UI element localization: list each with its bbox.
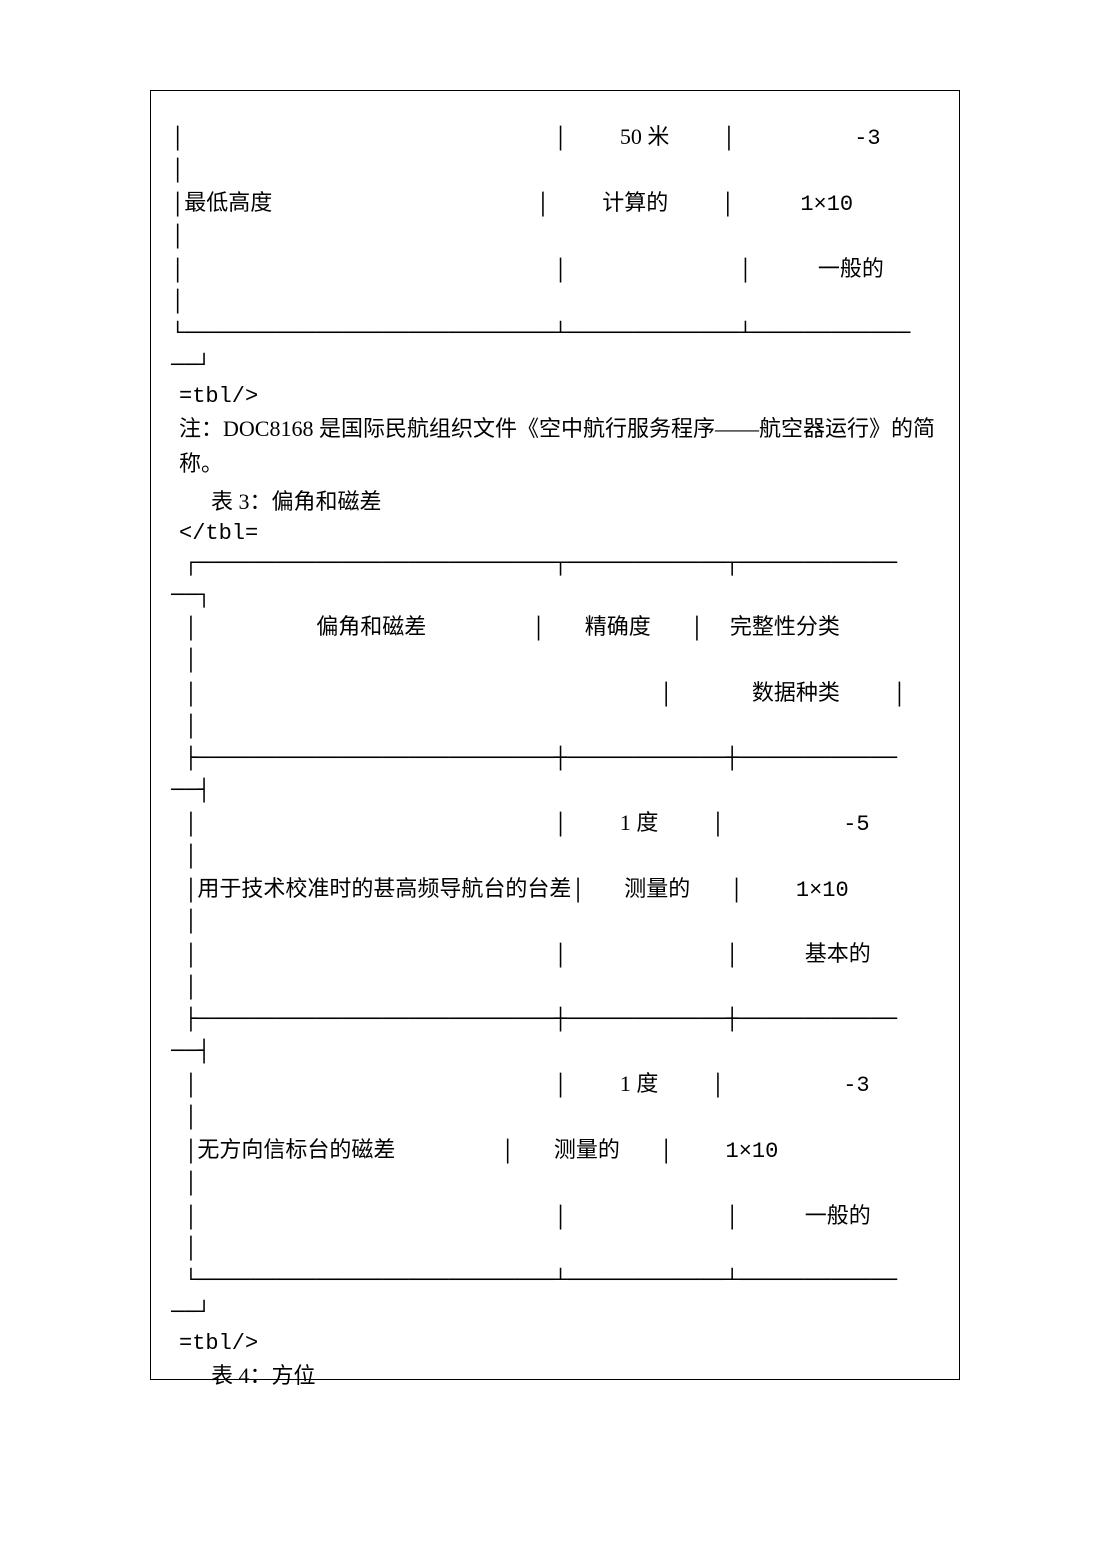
t3-h2: 精确度 — [585, 614, 651, 639]
t3-r0-c3t: -5 — [843, 812, 869, 837]
table3-caption: 表 3：偏角和磁差 — [211, 484, 939, 519]
table1-note: 注：DOC8168 是国际民航组织文件《空中航行服务程序——航空器运行》的简称。 — [179, 411, 939, 481]
t3-hsub: 数据种类 — [752, 680, 840, 705]
t3-r1-c3b: 一般的 — [805, 1203, 871, 1228]
t3-r1-label: 无方向信标台的磁差 — [197, 1137, 395, 1162]
table1-row: │ │ 50 米 │ -3 │ │最低高度 │ 计算的 │ 1×10 │ │ │… — [171, 121, 939, 382]
t1-c3-mid: 1×10 — [800, 192, 853, 217]
t3-r0-label: 用于技术校准时的甚高频导航台的台差 — [197, 876, 571, 901]
content-frame: │ │ 50 米 │ -3 │ │最低高度 │ 计算的 │ 1×10 │ │ │… — [150, 90, 960, 1380]
page: │ │ 50 米 │ -3 │ │最低高度 │ 计算的 │ 1×10 │ │ │… — [0, 0, 1102, 1559]
table3-open-tag: </tbl= — [179, 521, 939, 546]
t3-r1-c3t: -3 — [843, 1073, 869, 1098]
t1-label: 最低高度 — [184, 190, 272, 215]
t3-r0-c2m: 测量的 — [624, 876, 690, 901]
t1-c2-mid: 计算的 — [602, 190, 668, 215]
t1-c3-top: -3 — [854, 126, 880, 151]
t1-c3-bot: 一般的 — [818, 256, 884, 281]
t3-h1: 偏角和磁差 — [316, 614, 426, 639]
t3-h3: 完整性分类 — [730, 614, 840, 639]
t3-r1-c3m: 1×10 — [726, 1139, 779, 1164]
table3-header: ┌───────────────────────────┬───────────… — [171, 548, 939, 1329]
t3-r1-c2m: 测量的 — [554, 1137, 620, 1162]
t3-r0-c3m: 1×10 — [796, 878, 849, 903]
t3-r0-c3b: 基本的 — [805, 941, 871, 966]
t3-r1-c2t: 1 度 — [620, 1071, 659, 1096]
table1-close-tag: =tbl/> — [179, 384, 939, 409]
t1-c2-top: 50 米 — [620, 124, 670, 149]
table4-caption: 表 4：方位 — [211, 1358, 939, 1393]
t3-r0-c2t: 1 度 — [620, 810, 659, 835]
table3-close-tag: =tbl/> — [179, 1331, 939, 1356]
